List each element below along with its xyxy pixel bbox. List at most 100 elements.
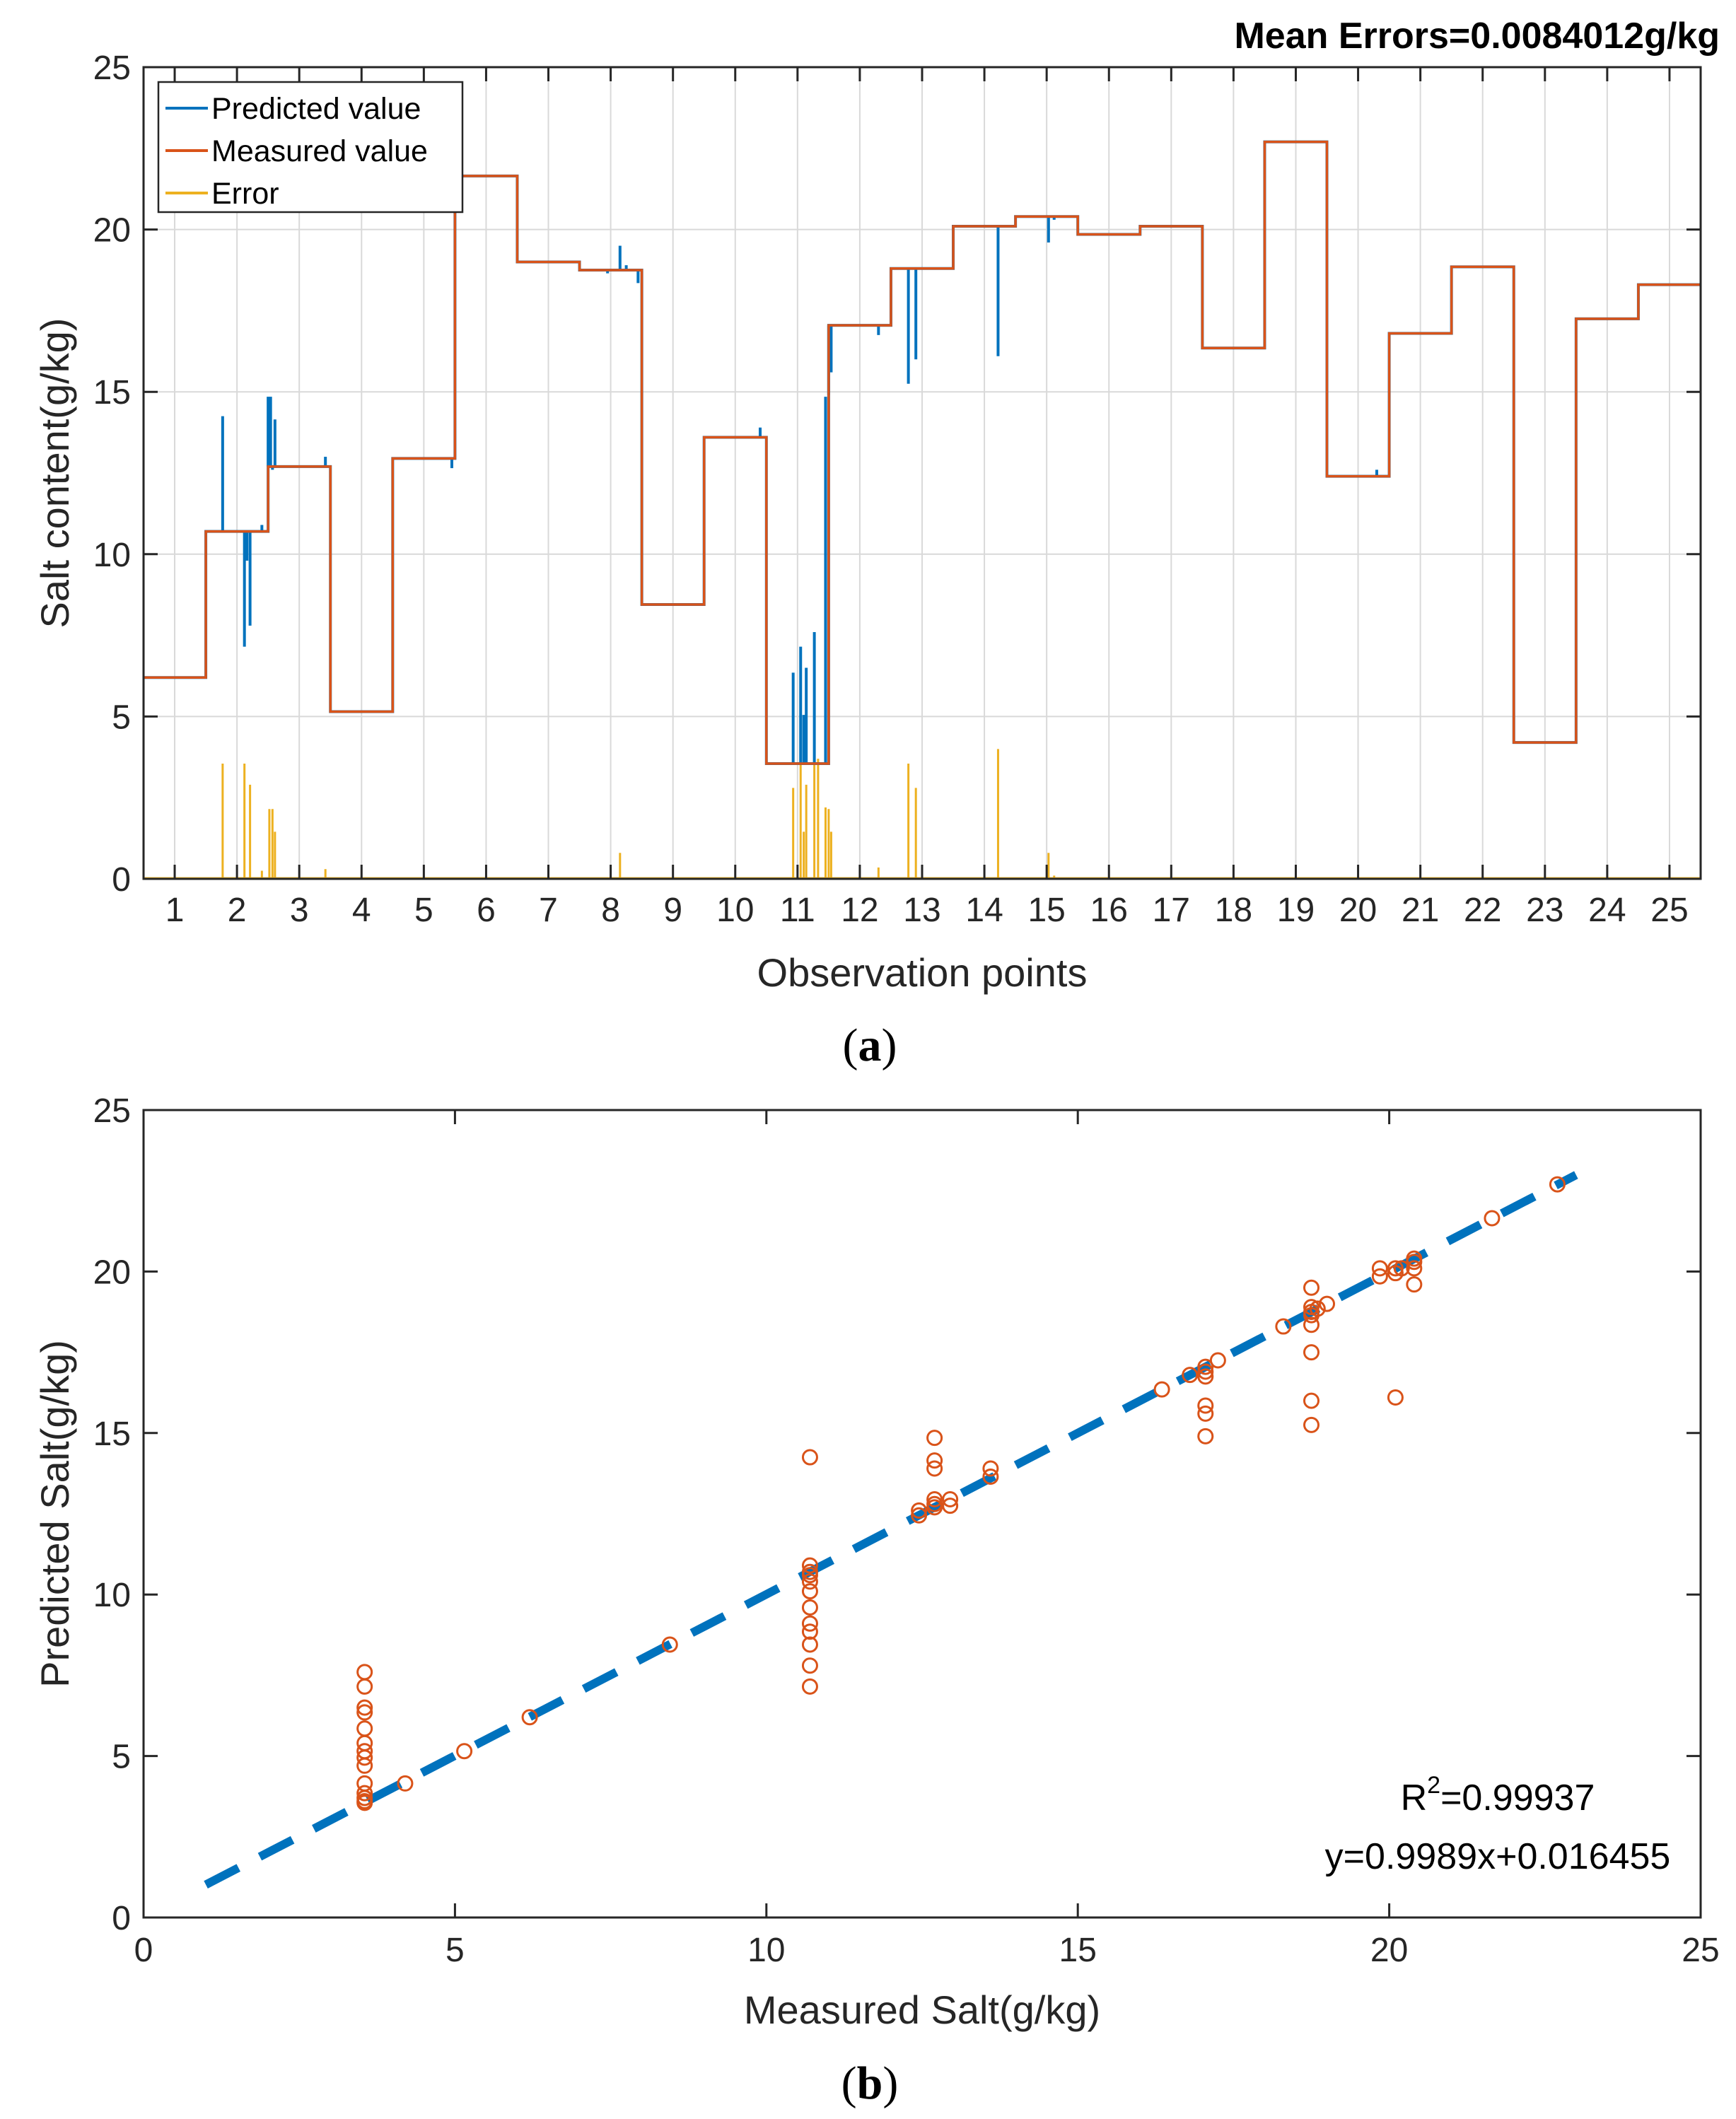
chart-a-x-tick-label: 13: [903, 892, 940, 929]
chart-b-ticks: 0 5 10 15 20 25 0 5 10 15 20 25: [93, 1092, 1720, 1969]
chart-a-x-tick-label: 18: [1215, 892, 1252, 929]
chart-a-x-tick-label: 7: [539, 892, 558, 929]
chart-b-point: [521, 1709, 538, 1726]
chart-b-point: [1406, 1276, 1423, 1293]
chart-b-y-tick-label: 15: [93, 1415, 131, 1453]
chart-a-x-tick-label: 14: [965, 892, 1003, 929]
chart-b-point: [1303, 1317, 1320, 1333]
chart-b-point: [1303, 1344, 1320, 1361]
chart-a-x-tick-label: 6: [477, 892, 496, 929]
chart-b-y-tick-label: 25: [93, 1092, 131, 1130]
chart-b-point: [1197, 1363, 1214, 1380]
chart-b-point: [926, 1460, 943, 1477]
chart-a-ticks: 1 2 3 4 5 6 7 8 9 10 11 12 13 14 15 16 17 18 19 20 21 22 23 24 2…: [93, 49, 1701, 929]
chart-b-point: [356, 1794, 373, 1811]
chart-b-point: [942, 1498, 959, 1514]
chart-a-x-tick-label: 10: [716, 892, 754, 929]
chart-b-point: [1209, 1352, 1226, 1369]
chart-b-point: [356, 1785, 373, 1802]
chart-b-point: [801, 1678, 818, 1695]
chart-b-point: [456, 1743, 473, 1760]
chart-b-point: [801, 1583, 818, 1600]
chart-a-x-tick-label: 2: [228, 892, 247, 929]
chart-a-x-tick-label: 4: [352, 892, 371, 929]
chart-b-point: [1406, 1260, 1423, 1277]
chart-b-point: [911, 1502, 928, 1519]
chart-b-point: [911, 1507, 928, 1524]
chart-b-point: [801, 1599, 818, 1616]
chart-a-x-tick-label: 3: [290, 892, 309, 929]
chart-a-x-tick-label: 19: [1277, 892, 1315, 929]
r2-prefix: R: [1401, 1777, 1428, 1819]
chart-b-point: [1303, 1299, 1320, 1316]
panel-label-a: (a): [843, 1020, 897, 1071]
chart-b-equation-annotation: y=0.9989x+0.016455: [1325, 1836, 1671, 1877]
chart-a: 1 2 3 4 5 6 7 8 9 10 11 12 13 14 15 16 17 18 19 20 21 22 23 24 2…: [33, 16, 1720, 1071]
chart-a-x-tick-label: 12: [841, 892, 878, 929]
chart-b-point: [1182, 1367, 1199, 1384]
chart-a-y-tick-label: 25: [93, 49, 131, 87]
chart-b-point: [356, 1757, 373, 1774]
chart-a-x-tick-label: 5: [414, 892, 433, 929]
chart-b-point: [661, 1636, 678, 1653]
chart-b-point: [801, 1449, 818, 1466]
chart-b-point: [1197, 1397, 1214, 1414]
chart-b-point: [926, 1490, 943, 1507]
chart-b-point: [1309, 1300, 1326, 1317]
chart-b-point: [1393, 1260, 1410, 1277]
chart-a-x-tick-label: 11: [780, 892, 815, 929]
chart-a-y-tick-label: 0: [112, 861, 131, 899]
chart-b-point: [801, 1567, 818, 1584]
chart-a-y-tick-label: 20: [93, 212, 131, 250]
chart-a-x-tick-label: 25: [1650, 892, 1688, 929]
chart-b-x-tick-label: 25: [1682, 1932, 1719, 1969]
chart-b-point: [1197, 1358, 1214, 1375]
chart-b-point: [356, 1678, 373, 1695]
chart-b-point: [1319, 1295, 1336, 1312]
legend-predicted-label: Predicted value: [211, 92, 421, 126]
panel-label-a-letter: a: [858, 1020, 882, 1071]
chart-a-x-tick-label: 20: [1339, 892, 1377, 929]
chart-b-r2-annotation: R2=0.99937: [1401, 1772, 1595, 1819]
chart-b-point: [356, 1704, 373, 1721]
chart-a-x-tick-label: 21: [1402, 892, 1439, 929]
chart-a-y-tick-label: 15: [93, 374, 131, 411]
chart-b-point: [926, 1452, 943, 1469]
chart-a-x-axis-label: Observation points: [757, 950, 1088, 995]
chart-a-x-tick-label: 9: [663, 892, 682, 929]
chart-a-x-tick-label: 17: [1153, 892, 1190, 929]
chart-b-point: [1371, 1268, 1388, 1285]
chart-a-y-tick-label: 5: [112, 699, 131, 736]
chart-b-point: [1303, 1392, 1320, 1409]
chart-b-point: [1484, 1210, 1501, 1227]
chart-b-point: [1371, 1260, 1388, 1277]
panel-label-b-letter: b: [857, 2057, 883, 2109]
chart-b-point: [356, 1699, 373, 1716]
chart-b-point: [1387, 1260, 1404, 1277]
chart-b-point: [1197, 1405, 1214, 1422]
chart-a-y-axis-label: Salt content(g/kg): [33, 318, 77, 629]
chart-b-point: [397, 1775, 414, 1792]
chart-b-x-tick-label: 5: [445, 1932, 465, 1969]
chart-b-point: [1303, 1416, 1320, 1433]
chart-a-x-tick-label: 24: [1588, 892, 1626, 929]
chart-b-y-tick-label: 5: [112, 1739, 131, 1776]
chart-b-y-tick-label: 0: [112, 1900, 131, 1937]
chart-b-point: [801, 1636, 818, 1653]
chart-a-legend: Predicted value Measured value Error: [157, 81, 464, 214]
chart-b-axes-box: [142, 1109, 1702, 1919]
chart-b-y-axis-label: Predicted Salt(g/kg): [33, 1340, 77, 1688]
chart-b-point: [801, 1623, 818, 1640]
chart-b-point: [801, 1573, 818, 1590]
chart-b-fit-line: [204, 1171, 1578, 1889]
chart-b-x-axis-label: Measured Salt(g/kg): [744, 1987, 1100, 2032]
chart-b-x-tick-label: 20: [1370, 1932, 1408, 1969]
chart-b-point: [1406, 1254, 1423, 1271]
chart-b-point: [1387, 1389, 1404, 1406]
chart-b-point: [801, 1657, 818, 1674]
chart-b: 0 5 10 15 20 25 0 5 10 15 20 25 Measured Salt(g/kg)…: [33, 1092, 1720, 2109]
chart-b-x-tick-label: 10: [747, 1932, 785, 1969]
chart-b-x-tick-label: 0: [134, 1932, 153, 1969]
chart-b-points: [356, 1176, 1566, 1811]
chart-a-x-tick-label: 23: [1526, 892, 1563, 929]
